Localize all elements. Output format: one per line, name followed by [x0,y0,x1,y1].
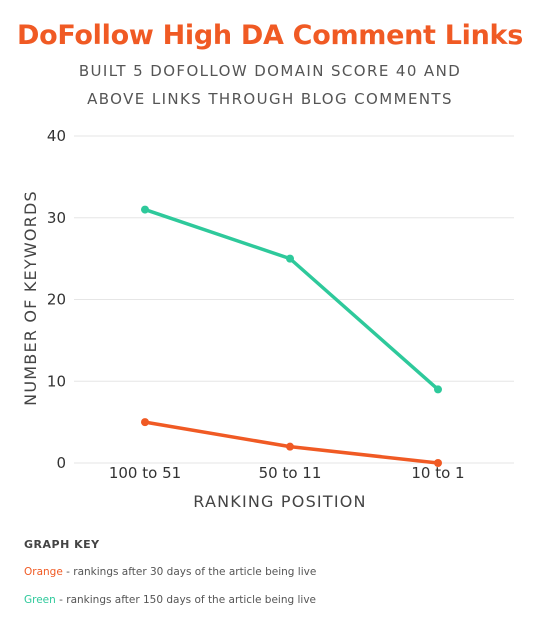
graph-key-green-text: - rankings after 150 days of the article… [55,594,316,606]
y-axis-label: NUMBER OF KEYWORDS [21,190,40,406]
graph-key-orange: Orange - rankings after 30 days of the a… [24,566,316,578]
graph-key-orange-text: - rankings after 30 days of the article … [62,566,317,578]
data-point [434,385,442,394]
chart-subtitle-line-2: ABOVE LINKS THROUGH BLOG COMMENTS [87,90,453,108]
chart-subtitle-line-1: BUILT 5 DOFOLLOW DOMAIN SCORE 40 AND [78,62,462,80]
y-tick-label: 40 [47,127,66,145]
line-chart: 0 10 20 30 40 100 to 51 50 to 11 10 to 1 RANKI… [21,127,514,511]
x-axis-label: RANKING POSITION [193,492,366,511]
graph-key-orange-word: Orange [24,566,63,578]
x-tick-label: 50 to 11 [259,464,322,482]
data-point [286,254,294,263]
chart-grid [74,135,514,464]
y-axis-ticks: 0 10 20 30 40 [47,127,66,472]
graph-key-green: Green - rankings after 150 days of the a… [24,594,316,606]
y-tick-label: 20 [47,291,66,309]
y-tick-label: 30 [47,209,66,227]
x-tick-label: 100 to 51 [109,464,181,482]
y-tick-label: 0 [56,454,66,472]
data-point [141,205,149,214]
data-point [141,418,149,427]
chart-series [141,205,442,467]
y-tick-label: 10 [47,372,66,390]
x-axis-ticks: 100 to 51 50 to 11 10 to 1 [109,464,465,482]
series-line-1 [144,420,439,465]
x-tick-label: 10 to 1 [411,464,464,482]
data-point [286,442,294,451]
data-point [434,459,442,467]
graph-key-green-word: Green [24,594,56,606]
graph-key-title: GRAPH KEY [24,538,100,551]
chart-title: DoFollow High DA Comment Links [17,20,523,51]
